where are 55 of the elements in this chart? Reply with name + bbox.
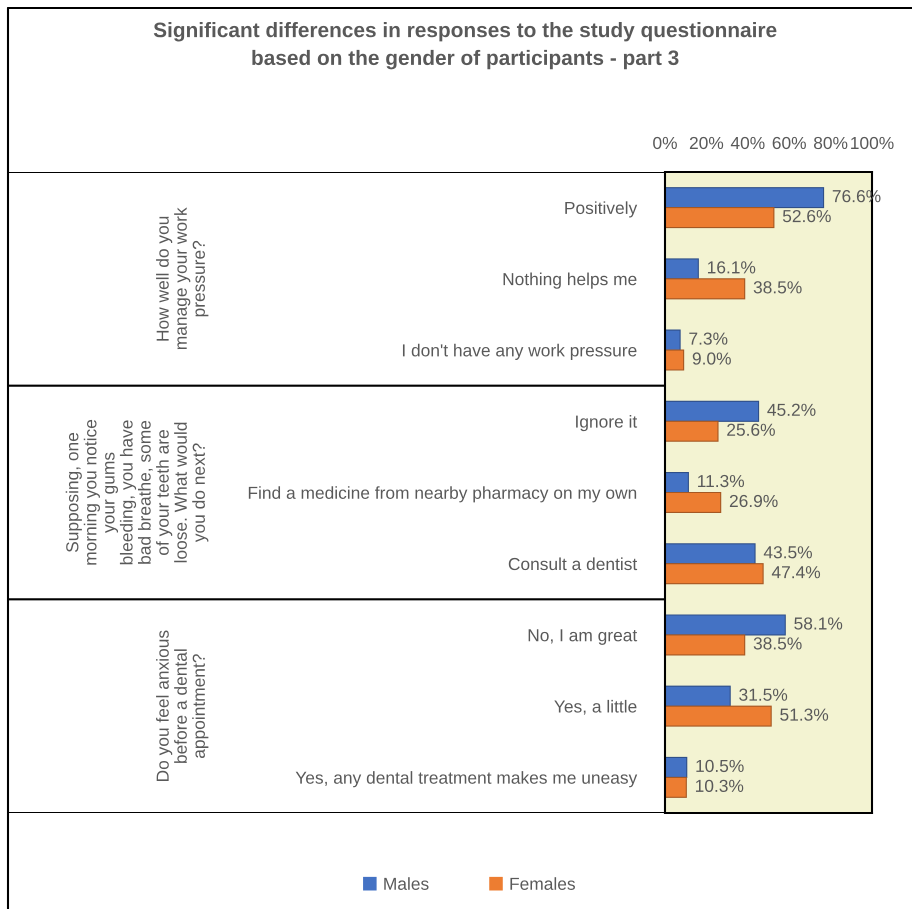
text: Supposing, one morning you notice your gums bleeding, you have bad breathe, some of your teeth are loose. What would you do next? — [66, 420, 208, 565]
x-tick-label: 60% — [772, 136, 806, 150]
bar — [665, 492, 722, 513]
y-tick-label: I don't have any work pressure — [402, 344, 636, 360]
data-label: 7.3% — [689, 332, 728, 345]
bar — [665, 258, 699, 280]
text: Significant differences in responses to the study questionnaire based on the gender of participants - part 3 — [154, 22, 776, 70]
bar — [665, 207, 774, 228]
data-label: 16.1% — [708, 261, 756, 274]
data-label: 26.9% — [730, 494, 778, 508]
x-tick-label: 0% — [653, 136, 677, 150]
bar — [665, 776, 687, 798]
legend-label: Males — [384, 877, 429, 890]
bar — [665, 400, 760, 422]
bar — [665, 420, 719, 442]
data-label: 11.3% — [698, 474, 744, 488]
data-label: 43.5% — [764, 546, 812, 558]
y-tick-label: Yes, any dental treatment makes me uneasy — [296, 771, 638, 788]
bar — [665, 686, 731, 707]
bar — [665, 543, 756, 564]
y-tick-label: Yes, a little — [554, 700, 636, 715]
data-label: 25.6% — [727, 424, 775, 436]
data-label: 10.5% — [696, 760, 744, 772]
bar — [665, 756, 688, 778]
bar — [665, 278, 746, 300]
data-label: 31.5% — [739, 688, 788, 701]
bar — [665, 563, 764, 584]
data-label: 51.3% — [780, 708, 828, 721]
data-label: 45.2% — [767, 404, 816, 416]
y-tick-label: Positively — [565, 201, 638, 218]
x-tick-label: 80% — [814, 136, 848, 150]
y-tick-label: No, I am great — [528, 629, 638, 645]
x-tick-label: 40% — [730, 136, 765, 150]
data-label: 38.5% — [754, 637, 802, 650]
text: Do you feel anxious before a dental appointment? — [156, 630, 208, 781]
x-tick-label: 20% — [690, 136, 724, 150]
bar — [665, 706, 772, 727]
bar — [665, 350, 684, 371]
text: How well do you manage your work pressure? — [156, 207, 208, 350]
data-label: 10.3% — [696, 780, 744, 792]
bar — [665, 472, 689, 494]
x-tick-label: 100% — [851, 136, 894, 150]
bar — [665, 187, 824, 208]
data-label: 58.1% — [794, 617, 842, 630]
y-tick-label: Ignore it — [576, 414, 638, 432]
y-tick-label: Find a medicine from nearby pharmacy on my own — [248, 486, 636, 502]
y-tick-label: Nothing helps me — [504, 272, 636, 289]
bar — [665, 614, 786, 636]
data-label: 9.0% — [692, 352, 731, 365]
data-label: 47.4% — [772, 566, 820, 578]
bar — [665, 634, 746, 656]
legend-label: Females — [510, 877, 575, 890]
y-tick-label: Consult a dentist — [508, 557, 638, 570]
data-label: 52.6% — [782, 210, 831, 222]
data-label: 38.5% — [754, 281, 802, 294]
